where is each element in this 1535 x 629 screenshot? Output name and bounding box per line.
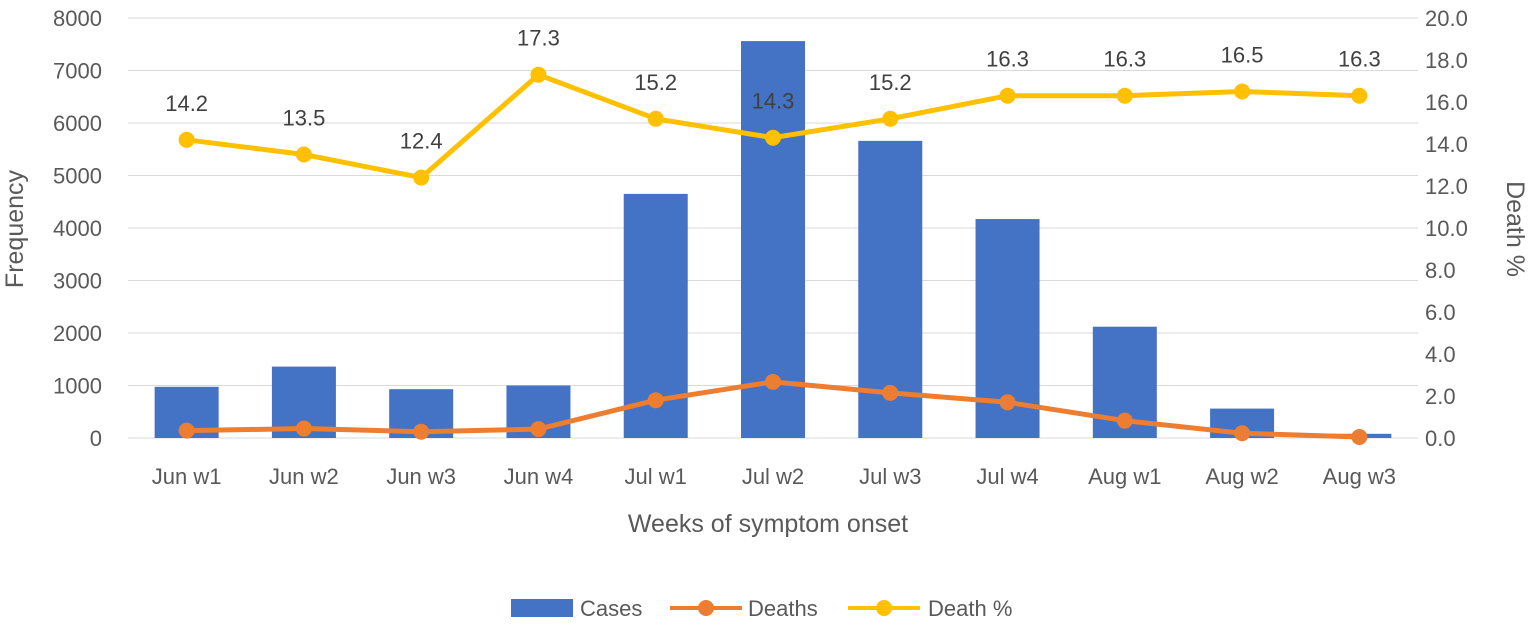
point-death-pct (999, 87, 1016, 104)
point-deaths (1234, 425, 1251, 442)
x-tick-label: Jun w3 (386, 464, 456, 489)
y2-tick-label: 4.0 (1425, 342, 1456, 367)
y2-tick-label: 2.0 (1425, 384, 1456, 409)
y-tick-label: 0 (90, 426, 102, 451)
point-deaths (647, 392, 664, 409)
x-tick-label: Aug w2 (1205, 464, 1278, 489)
x-tick-label: Jul w2 (742, 464, 804, 489)
data-label-death-pct: 15.2 (634, 70, 677, 95)
data-label-death-pct: 17.3 (517, 26, 560, 51)
point-deaths (295, 420, 312, 437)
point-deaths (1351, 428, 1368, 445)
data-label-death-pct: 15.2 (869, 70, 912, 95)
data-label-death-pct: 16.3 (986, 47, 1029, 72)
point-death-pct (530, 66, 547, 83)
point-death-pct (647, 110, 664, 127)
data-label-death-pct: 12.4 (400, 129, 443, 154)
point-death-pct (882, 110, 899, 127)
x-tick-label: Jun w1 (152, 464, 222, 489)
point-deaths (882, 384, 899, 401)
x-axis-title: Weeks of symptom onset (628, 510, 908, 538)
data-label-death-pct: 16.5 (1221, 43, 1264, 68)
x-tick-label: Aug w1 (1088, 464, 1161, 489)
y-tick-label: 8000 (53, 6, 102, 31)
y2-axis-title: Death % (1501, 181, 1529, 277)
data-label-death-pct: 14.3 (752, 89, 795, 114)
y-tick-label: 5000 (53, 164, 102, 189)
point-death-pct (1234, 83, 1251, 100)
point-death-pct (413, 169, 430, 186)
x-tick-label: Jul w4 (976, 464, 1038, 489)
y2-tick-label: 16.0 (1425, 90, 1468, 115)
y-axis-title: Frequency (1, 169, 29, 288)
x-tick-label: Jul w1 (625, 464, 687, 489)
y2-tick-label: 6.0 (1425, 300, 1456, 325)
data-label-death-pct: 13.5 (282, 106, 325, 131)
point-death-pct (295, 146, 312, 163)
x-tick-label: Jun w2 (269, 464, 339, 489)
y-tick-label: 4000 (53, 216, 102, 241)
bar-cases (741, 41, 805, 438)
point-deaths (1116, 412, 1133, 429)
y-tick-label: 1000 (53, 374, 102, 399)
y-tick-label: 3000 (53, 269, 102, 294)
data-label-death-pct: 16.3 (1338, 47, 1381, 72)
y2-tick-label: 12.0 (1425, 174, 1468, 199)
point-deaths (178, 422, 195, 439)
legend-swatch-cases (511, 599, 573, 617)
axes: 0 1000 2000 3000 4000 5000 6000 7000 8000 0.0 2.0 4… (53, 6, 1468, 489)
data-labels: 14.2 13.5 12.4 17.3 15.2 14.3 15.2 16.3 16.3 16.5… (165, 26, 1381, 154)
legend: Cases Deaths Death % (511, 596, 1012, 621)
y2-tick-label: 20.0 (1425, 6, 1468, 31)
point-death-pct (178, 131, 195, 148)
y2-tick-label: 14.0 (1425, 132, 1468, 157)
legend-label-death-pct: Death % (928, 596, 1012, 621)
x-tick-label: Jul w3 (859, 464, 921, 489)
line-series (178, 66, 1368, 445)
point-deaths (530, 421, 547, 438)
point-deaths (999, 394, 1016, 411)
y2-tick-label: 0.0 (1425, 426, 1456, 451)
y-tick-label: 7000 (53, 59, 102, 84)
y2-tick-label: 10.0 (1425, 216, 1468, 241)
x-tick-label: Jun w4 (504, 464, 574, 489)
y-tick-label: 6000 (53, 111, 102, 136)
legend-marker-death-pct (876, 600, 892, 616)
legend-label-deaths: Deaths (748, 596, 818, 621)
point-death-pct (1116, 87, 1133, 104)
y2-tick-label: 18.0 (1425, 48, 1468, 73)
y-tick-label: 2000 (53, 321, 102, 346)
legend-label-cases: Cases (580, 596, 642, 621)
legend-marker-deaths (698, 600, 714, 616)
point-death-pct (765, 129, 781, 146)
point-deaths (765, 373, 781, 390)
data-label-death-pct: 16.3 (1103, 47, 1146, 72)
data-label-death-pct: 14.2 (165, 91, 208, 116)
point-deaths (413, 423, 430, 440)
point-death-pct (1351, 87, 1368, 104)
x-tick-label: Aug w3 (1323, 464, 1396, 489)
y2-tick-label: 8.0 (1425, 258, 1456, 283)
